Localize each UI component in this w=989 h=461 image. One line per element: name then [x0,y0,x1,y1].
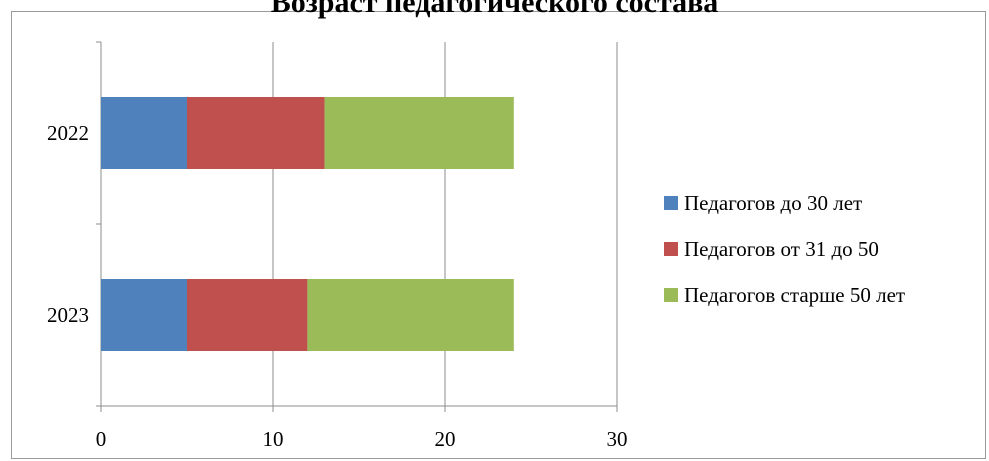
x-tick-label: 0 [96,427,107,451]
y-tick-label: 2022 [47,121,89,145]
legend-item: Педагогов до 30 лет [664,180,905,226]
legend-label: Педагогов до 30 лет [684,190,863,215]
bar-2023-series-2 [187,279,308,351]
y-tick-label: 2023 [47,303,89,327]
legend-label: Педагогов от 31 до 50 [684,236,879,261]
legend-item: Педагогов старше 50 лет [664,272,905,318]
legend-swatch [664,288,678,302]
chart-title: Возраст педагогического состава [270,0,719,19]
x-tick-label: 30 [607,427,628,451]
bar-2023-series-3 [307,279,514,351]
bar-2022-series-1 [101,97,187,169]
bar-2023-series-1 [101,279,187,351]
legend-swatch [664,196,678,210]
x-tick-label: 10 [263,427,284,451]
x-tick-label: 20 [435,427,456,451]
bar-2022-series-2 [187,97,325,169]
legend-item: Педагогов от 31 до 50 [664,226,905,272]
chart-frame [11,11,986,459]
legend-swatch [664,242,678,256]
bar-2022-series-3 [324,97,514,169]
legend-label: Педагогов старше 50 лет [684,282,906,307]
chart-legend: Педагогов до 30 лет Педагогов от 31 до 50… [664,180,905,318]
